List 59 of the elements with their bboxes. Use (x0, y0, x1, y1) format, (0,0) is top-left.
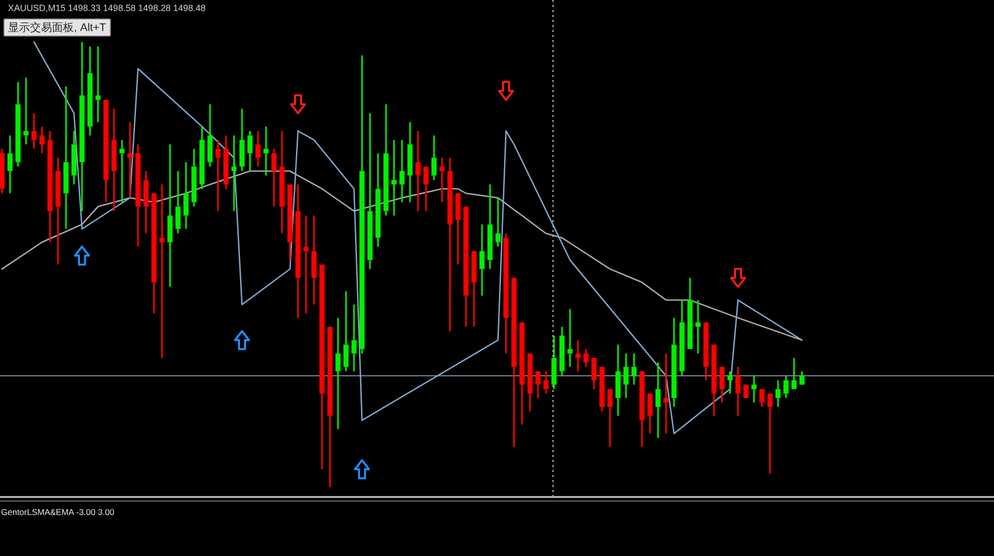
candlestick (231, 134, 237, 212)
candlestick (799, 370, 805, 386)
candlestick (623, 352, 629, 399)
candlestick (783, 374, 789, 399)
candlestick (39, 126, 45, 154)
candlestick (391, 139, 397, 216)
point (498, 80, 514, 101)
candlestick (607, 388, 613, 448)
candlestick (247, 130, 253, 172)
point (234, 330, 250, 350)
candlestick (655, 362, 661, 439)
candlestick (735, 366, 741, 417)
candlestick (439, 156, 445, 203)
candlestick (183, 161, 189, 230)
text: 显示交易面板, Alt+T (8, 21, 106, 34)
candlestick (591, 357, 597, 390)
text: GentorLSMA&EMA -3.00 3.00 (1, 507, 115, 517)
candlestick (303, 214, 309, 314)
point (74, 246, 90, 266)
point (730, 268, 746, 288)
candlestick (415, 130, 421, 212)
candlestick (431, 134, 437, 181)
chart-title: XAUUSD,M15 1498.33 1498.58 1498.28 1498.48 (8, 3, 206, 13)
candlestick (663, 352, 669, 434)
point (290, 94, 306, 114)
candlestick (159, 184, 165, 359)
candlestick (263, 126, 269, 176)
candlestick (791, 357, 797, 390)
candlestick (775, 379, 781, 408)
candlestick (31, 112, 37, 150)
candlestick (767, 392, 773, 474)
point (354, 459, 370, 480)
candlestick (567, 308, 573, 368)
candlestick (119, 139, 125, 203)
candlestick (631, 352, 637, 386)
candlestick (543, 370, 549, 394)
candlestick (335, 317, 341, 430)
candlestick (719, 366, 725, 404)
candlestick (399, 139, 405, 203)
candlestick (495, 196, 501, 248)
candlestick (255, 130, 261, 168)
candlestick (695, 299, 701, 354)
candlestick (271, 148, 277, 208)
candlestick (479, 224, 485, 296)
candlestick (743, 384, 749, 399)
candlestick (351, 304, 357, 372)
candlestick (95, 46, 101, 123)
candlestick (535, 370, 541, 399)
candlestick (23, 76, 29, 146)
candlestick (583, 348, 589, 368)
candlestick (423, 166, 429, 212)
candlestick (215, 139, 221, 212)
candlestick (343, 290, 349, 372)
candlestick (575, 339, 581, 372)
candlestick (175, 170, 181, 234)
candlestick (647, 392, 653, 434)
candlestick (7, 134, 13, 194)
candlestick (759, 388, 765, 408)
candlestick (751, 374, 757, 404)
